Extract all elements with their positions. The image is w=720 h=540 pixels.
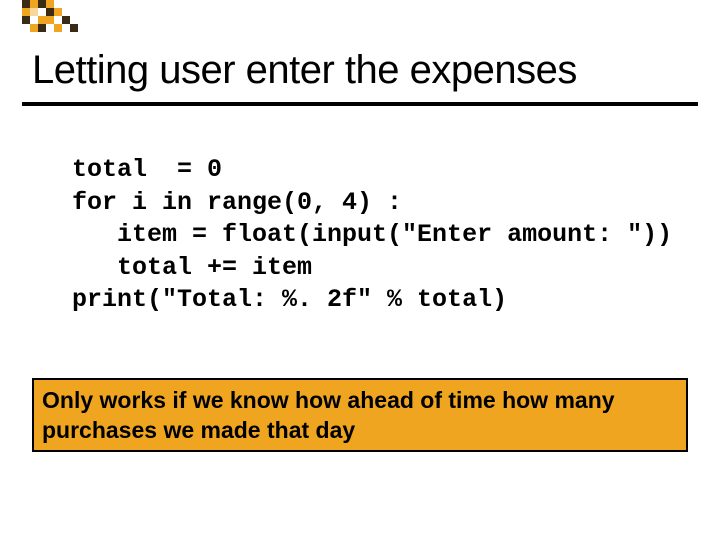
callout-box: Only works if we know how ahead of time … <box>32 378 688 452</box>
slide-title: Letting user enter the expenses <box>32 48 577 93</box>
code-block: total = 0 for i in range(0, 4) : item = … <box>72 154 672 317</box>
slide-logo <box>22 0 78 32</box>
title-underline <box>22 102 698 106</box>
